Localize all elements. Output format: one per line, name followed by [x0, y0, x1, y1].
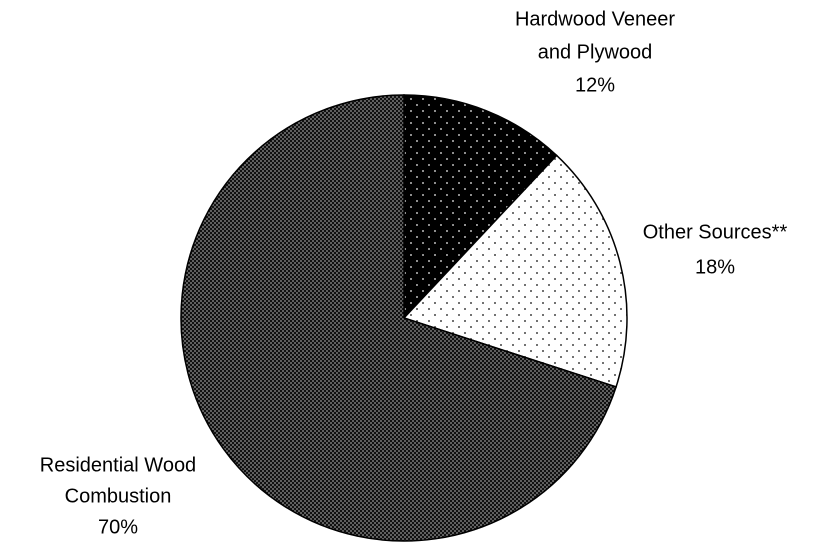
value-label: 70%	[98, 516, 138, 538]
value-label: 18%	[695, 256, 735, 278]
value-label: 12%	[575, 74, 615, 96]
slice-label: Residential Wood	[40, 454, 196, 476]
slice-label: and Plywood	[538, 41, 653, 63]
pie-slice	[403, 94, 558, 320]
slice-label: Hardwood Veneer	[515, 8, 675, 30]
pie-slice	[180, 94, 618, 542]
slice-label: Other Sources**	[643, 221, 788, 243]
pie-slice	[402, 154, 628, 388]
slice-label: Combustion	[65, 485, 172, 507]
